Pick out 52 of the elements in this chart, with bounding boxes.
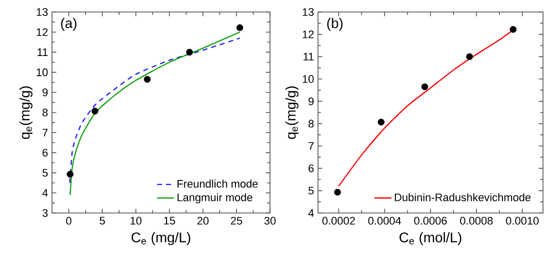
y-tick-label: 13	[302, 8, 314, 16]
y-tick-label: 11	[38, 48, 48, 56]
y-tick-label: 7	[42, 128, 48, 136]
y-tick-label: 3	[42, 209, 48, 217]
x-axis-title: C$_{e}$ (mol/L)	[400, 232, 462, 246]
y-tick-label: 4	[42, 189, 48, 197]
y-tick-label: 12	[302, 30, 314, 38]
x-tick-label: 20	[197, 216, 209, 225]
x-tick-label: 0	[66, 216, 72, 225]
point	[466, 53, 473, 60]
point	[144, 76, 151, 83]
x-tick-label: 0.0006	[414, 216, 447, 225]
point	[334, 188, 341, 196]
point	[421, 83, 428, 90]
point	[236, 24, 244, 32]
y-tick-label: 5	[42, 168, 48, 177]
annotation: (a)	[61, 18, 76, 31]
y-tick-label: 4	[308, 209, 314, 217]
x-tick-label: 5	[100, 216, 105, 224]
y-axis-title: q$_{e}$(mg/g)	[285, 86, 298, 139]
legend-label: Dubinin-Radushkevichmode	[394, 193, 531, 202]
legend-label: Langmuir mode	[178, 193, 252, 204]
y-tick-label: 6	[42, 148, 48, 157]
y-tick-label: 9	[308, 97, 314, 106]
y-tick-label: 8	[42, 108, 48, 116]
y-tick-label: 12	[36, 28, 48, 36]
x-tick-label: 10	[130, 216, 142, 225]
point	[66, 170, 74, 178]
y-tick-label: 13	[36, 8, 48, 16]
x-axis-title: C$_{e}$ (mg/L)	[132, 232, 190, 246]
point	[378, 118, 385, 126]
point	[92, 108, 98, 114]
y-tick-label: 5	[308, 186, 314, 194]
x-tick-label: 0.0004	[368, 216, 402, 225]
y-tick-label: 6	[308, 164, 314, 172]
y-tick-label: 9	[42, 88, 48, 96]
x-tick-label: 30	[264, 216, 276, 225]
x-tick-label: 15	[164, 216, 176, 224]
y-tick-label: 10	[36, 68, 48, 76]
point	[510, 26, 517, 33]
y-tick-label: 8	[308, 120, 314, 128]
y-tick-label: 11	[304, 52, 314, 60]
x-tick-label: 0.0008	[460, 216, 493, 225]
x-tick-label: 0.0010	[506, 216, 539, 225]
y-axis-title: q$_{e}$(mg/g)	[19, 86, 32, 139]
annotation: (b)	[327, 18, 343, 31]
x-tick-label: 25	[230, 216, 242, 225]
y-tick-label: 10	[302, 75, 314, 83]
point	[186, 48, 193, 56]
y-tick-label: 7	[308, 142, 314, 150]
x-tick-label: 0.0002	[322, 216, 355, 225]
legend-label: Freundlich mode	[178, 180, 258, 188]
